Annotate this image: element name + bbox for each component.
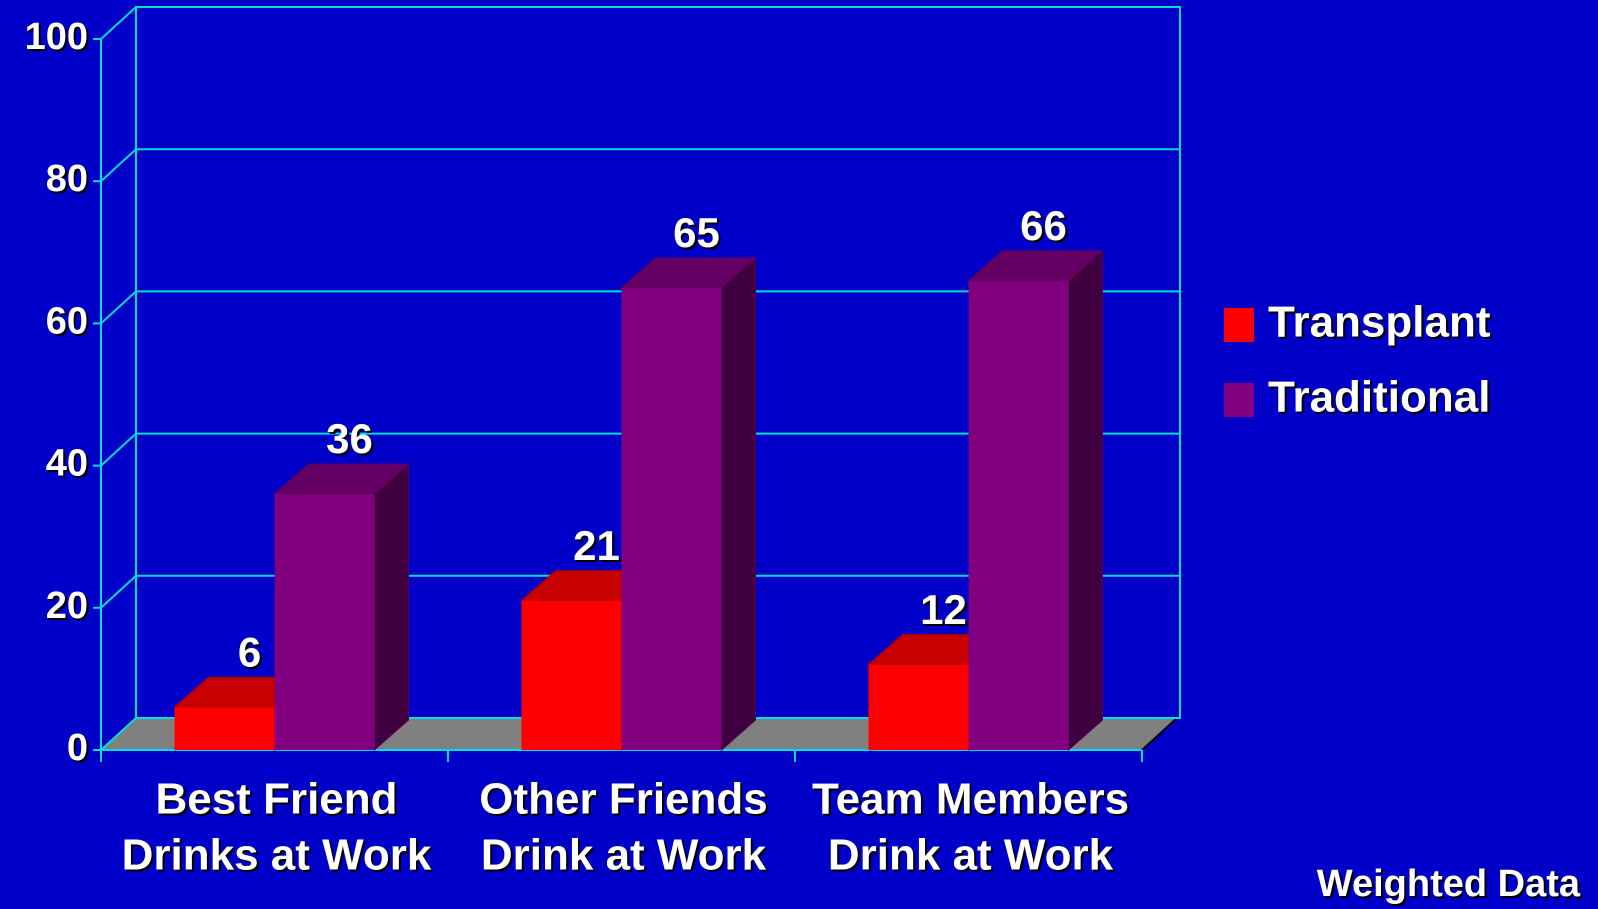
x-tick-label: Best Friend xyxy=(155,775,397,824)
x-tick-label: Team Members xyxy=(812,775,1129,824)
grid-line xyxy=(100,432,137,467)
y-tick-label: 80 xyxy=(46,158,88,200)
bar xyxy=(521,600,622,750)
x-tick-label: Drinks at Work xyxy=(122,831,432,880)
grid-line xyxy=(100,6,137,40)
annotation: Weighted Data xyxy=(1317,863,1581,905)
x-tick-label: Other Friends xyxy=(479,775,768,824)
legend-swatch xyxy=(1224,383,1254,417)
grid-line xyxy=(100,290,137,325)
y-tick-label: 60 xyxy=(46,300,88,342)
bar xyxy=(274,494,375,750)
data-label: 21 xyxy=(573,522,620,569)
y-tick-label: 100 xyxy=(25,16,88,58)
bar xyxy=(621,287,722,750)
grid-line xyxy=(100,575,137,609)
data-label: 6 xyxy=(238,628,261,675)
bar-side xyxy=(374,462,409,752)
y-tick-label: 40 xyxy=(46,443,88,485)
bar-side xyxy=(721,256,756,752)
data-label: 36 xyxy=(326,415,373,462)
legend-swatch xyxy=(1224,308,1254,342)
bar xyxy=(968,280,1069,750)
bar-side xyxy=(1068,249,1103,752)
x-tick-label: Drink at Work xyxy=(828,831,1114,880)
y-tick-label: 20 xyxy=(46,585,88,627)
x-tick-label: Drink at Work xyxy=(481,831,767,880)
grid-line xyxy=(100,148,137,182)
grid-line xyxy=(100,717,137,751)
data-label: 65 xyxy=(673,209,720,256)
y-tick-label: 0 xyxy=(67,727,88,769)
data-label: 12 xyxy=(920,586,967,633)
data-label: 66 xyxy=(1020,202,1067,249)
legend-label: Transplant xyxy=(1268,298,1491,347)
floor-edge xyxy=(1141,717,1178,751)
legend-label: Traditional xyxy=(1268,373,1490,422)
bar xyxy=(868,664,969,750)
bar xyxy=(174,707,275,750)
